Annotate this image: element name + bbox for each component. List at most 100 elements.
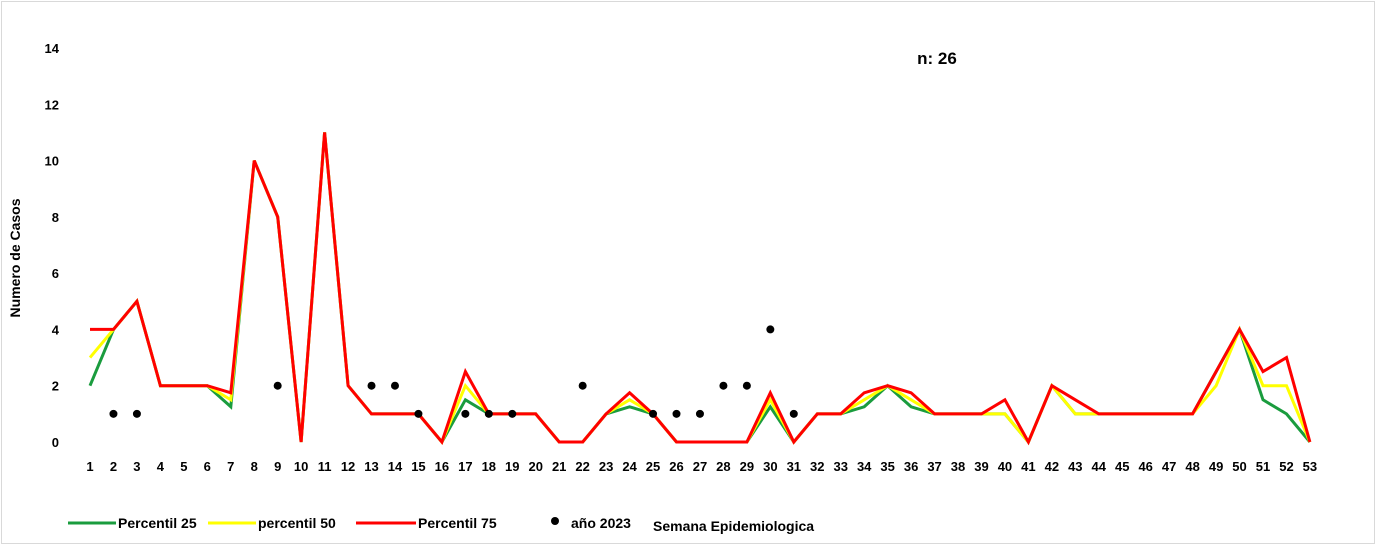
x-tick-label: 40 <box>998 459 1012 474</box>
x-tick-label: 45 <box>1115 459 1129 474</box>
y-tick-label: 4 <box>52 322 60 337</box>
x-tick-label: 17 <box>458 459 472 474</box>
sample-size-annotation: n: 26 <box>917 49 957 68</box>
legend-item: Percentil 25 <box>68 515 197 531</box>
series-lines <box>88 132 1312 446</box>
x-tick-label: 27 <box>693 459 707 474</box>
x-tick-label: 24 <box>622 459 637 474</box>
series-line <box>88 132 1312 445</box>
data-point <box>390 381 399 390</box>
series-line <box>88 132 1312 445</box>
y-tick-label: 2 <box>52 379 59 394</box>
x-tick-label: 25 <box>646 459 660 474</box>
x-tick-label: 1 <box>86 459 93 474</box>
x-tick-label: 20 <box>529 459 543 474</box>
legend-label: Percentil 75 <box>418 515 497 531</box>
scatter-points <box>109 325 798 418</box>
legend: Percentil 25 percentil 50 Percentil 75 año … <box>68 515 631 531</box>
data-point <box>508 409 517 418</box>
y-tick-label: 0 <box>52 435 59 450</box>
x-axis-ticks: 1 2 3 4 5 6 7 8 9 10 11 12 13 14 15 16 17 18 19 20 21 22 23 24 2… <box>86 459 1317 474</box>
x-tick-label: 26 <box>669 459 683 474</box>
x-tick-label: 53 <box>1303 459 1317 474</box>
x-tick-label: 50 <box>1232 459 1246 474</box>
x-tick-label: 38 <box>951 459 965 474</box>
x-tick-label: 13 <box>364 459 378 474</box>
x-tick-label: 28 <box>716 459 730 474</box>
x-tick-label: 6 <box>204 459 211 474</box>
x-tick-label: 7 <box>227 459 234 474</box>
data-point <box>109 409 118 418</box>
legend-label: Percentil 25 <box>118 515 197 531</box>
legend-swatch <box>551 517 559 525</box>
data-point <box>414 409 423 418</box>
x-tick-label: 44 <box>1092 459 1107 474</box>
data-point <box>672 409 681 418</box>
x-tick-label: 30 <box>763 459 777 474</box>
x-tick-label: 37 <box>927 459 941 474</box>
x-tick-label: 2 <box>110 459 117 474</box>
x-tick-label: 34 <box>857 459 872 474</box>
x-tick-label: 22 <box>575 459 589 474</box>
data-point <box>132 409 141 418</box>
x-tick-label: 52 <box>1279 459 1293 474</box>
x-tick-label: 21 <box>552 459 566 474</box>
x-tick-label: 3 <box>133 459 140 474</box>
legend-label: percentil 50 <box>258 515 336 531</box>
data-point <box>766 325 775 334</box>
x-tick-label: 33 <box>833 459 847 474</box>
y-tick-label: 10 <box>45 154 59 169</box>
x-tick-label: 39 <box>974 459 988 474</box>
legend-item: Percentil 75 <box>356 515 497 531</box>
y-tick-label: 8 <box>52 210 59 225</box>
y-tick-label: 6 <box>52 266 59 281</box>
x-tick-label: 12 <box>341 459 355 474</box>
x-tick-label: 51 <box>1256 459 1270 474</box>
x-tick-label: 4 <box>157 459 165 474</box>
data-point <box>484 409 493 418</box>
x-tick-label: 42 <box>1045 459 1059 474</box>
legend-item: percentil 50 <box>208 515 336 531</box>
x-tick-label: 46 <box>1138 459 1152 474</box>
x-tick-label: 47 <box>1162 459 1176 474</box>
x-tick-label: 19 <box>505 459 519 474</box>
legend-label: año 2023 <box>571 515 631 531</box>
data-point <box>649 409 658 418</box>
data-point <box>461 409 470 418</box>
legend-item: año 2023 <box>551 515 631 531</box>
x-tick-label: 29 <box>740 459 754 474</box>
x-tick-label: 10 <box>294 459 308 474</box>
y-axis-ticks: 0 2 4 6 8 10 12 14 <box>45 41 60 450</box>
x-tick-label: 8 <box>251 459 258 474</box>
x-tick-label: 23 <box>599 459 613 474</box>
x-tick-label: 49 <box>1209 459 1223 474</box>
x-tick-label: 18 <box>482 459 496 474</box>
x-tick-label: 36 <box>904 459 918 474</box>
x-tick-label: 41 <box>1021 459 1035 474</box>
data-point <box>719 381 728 390</box>
data-point <box>273 381 282 390</box>
data-point <box>367 381 376 390</box>
x-tick-label: 15 <box>411 459 425 474</box>
x-tick-label: 5 <box>180 459 187 474</box>
y-axis-label: Numero de Casos <box>7 198 23 317</box>
x-tick-label: 31 <box>787 459 801 474</box>
x-tick-label: 16 <box>435 459 449 474</box>
x-axis-label: Semana Epidemiologica <box>653 518 814 534</box>
data-point <box>742 381 751 390</box>
y-tick-label: 12 <box>45 97 59 112</box>
x-tick-label: 35 <box>880 459 894 474</box>
x-tick-label: 43 <box>1068 459 1082 474</box>
x-tick-label: 32 <box>810 459 824 474</box>
x-tick-label: 14 <box>388 459 403 474</box>
x-tick-label: 9 <box>274 459 281 474</box>
x-tick-label: 48 <box>1185 459 1199 474</box>
x-tick-label: 11 <box>318 459 332 474</box>
data-point <box>695 409 704 418</box>
y-tick-label: 14 <box>45 41 60 56</box>
data-point <box>578 381 587 390</box>
data-point <box>789 409 798 418</box>
series-line <box>90 132 1312 446</box>
